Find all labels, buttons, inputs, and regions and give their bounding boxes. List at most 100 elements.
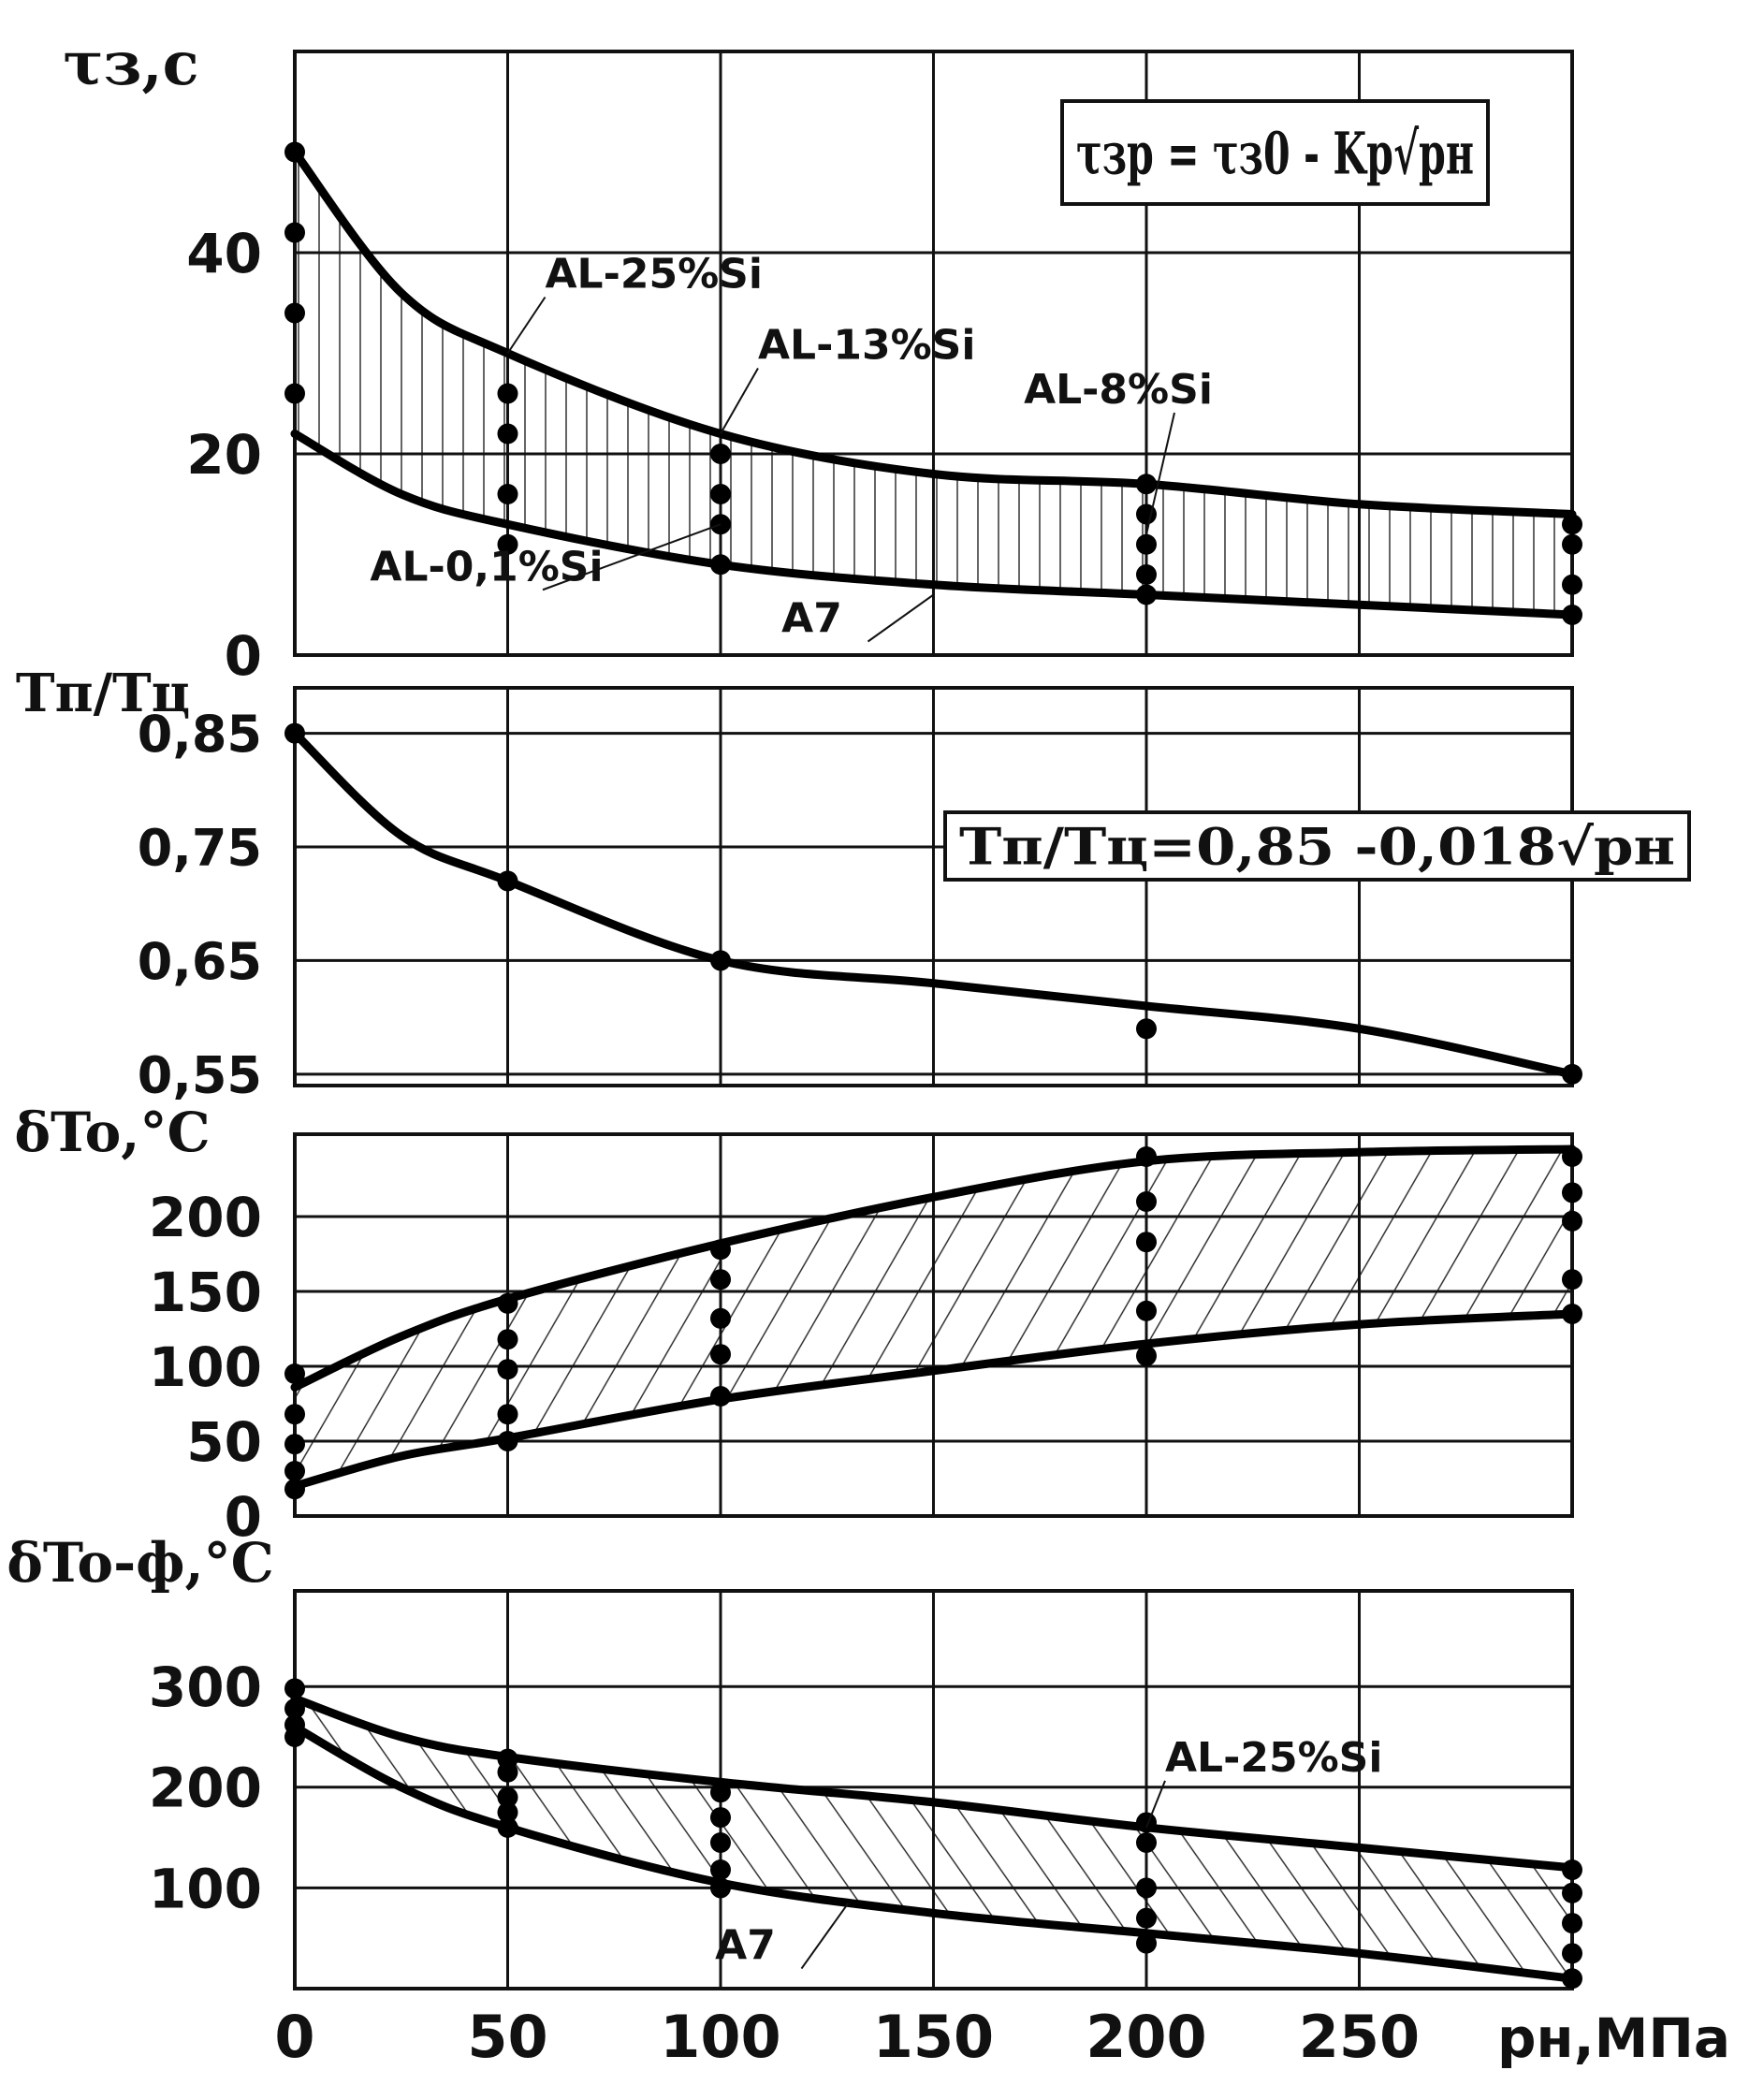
y-tick-label: 50 — [186, 1410, 262, 1474]
data-point — [1562, 514, 1582, 535]
data-point — [1136, 1018, 1157, 1040]
annotation-leader — [542, 523, 722, 591]
formula-text: τзр = τз0 - Kр√pн — [1076, 119, 1474, 187]
data-point — [1136, 1907, 1157, 1929]
data-point — [497, 484, 518, 504]
data-point — [497, 870, 518, 892]
series-curve-1 — [290, 148, 1577, 518]
data-point — [1562, 574, 1582, 595]
data-point — [284, 1461, 305, 1481]
x-axis-label: pн,МПа — [1497, 2006, 1730, 2070]
y-tick-label: 0 — [225, 624, 262, 688]
data-point — [1136, 1831, 1157, 1853]
data-point — [497, 423, 518, 445]
data-point — [284, 1434, 305, 1455]
panel-3: 0 50 100 150 200 δTo,°C — [14, 1101, 1582, 1549]
data-point — [284, 1727, 305, 1748]
series-curve-1 — [290, 729, 1577, 1079]
annotation-label: A7 — [715, 1922, 776, 1970]
x-tick-label: 100 — [660, 2003, 780, 2071]
x-tick-label: 150 — [873, 2003, 994, 2071]
data-point — [284, 1363, 305, 1384]
data-point — [710, 1831, 731, 1853]
data-point — [710, 1807, 731, 1829]
data-point — [1562, 1859, 1582, 1881]
data-point — [497, 1292, 518, 1314]
data-point — [284, 1698, 305, 1719]
plot-frame — [293, 50, 1574, 657]
y-tick-label: 0,75 — [138, 818, 262, 877]
plot-frame — [293, 1132, 1574, 1518]
data-point — [284, 222, 305, 243]
data-point — [710, 1877, 731, 1899]
y-tick-label: 0,65 — [138, 932, 262, 991]
hatched-band — [295, 152, 1572, 615]
annotation-leader — [800, 1902, 850, 1970]
x-tick-label: 0 — [274, 2003, 314, 2071]
annotation-leader — [867, 593, 935, 643]
data-point — [284, 1479, 305, 1500]
y-tick-label: 100 — [149, 1335, 262, 1399]
y-tick-label: 200 — [149, 1757, 262, 1820]
y-tick-label: 200 — [149, 1186, 262, 1249]
y-tick-label: 40 — [186, 222, 262, 285]
data-point — [710, 444, 731, 464]
y-axis-label: δTo,°C — [14, 1101, 210, 1164]
data-point — [1562, 1943, 1582, 1964]
data-point — [497, 1431, 518, 1451]
formula-text: Tп/Tц=0,85 -0,018√pн — [959, 816, 1675, 876]
data-point — [497, 383, 518, 404]
data-point — [1562, 1063, 1582, 1085]
x-tick-label: 250 — [1299, 2003, 1420, 2071]
data-point — [1562, 1968, 1582, 1990]
x-tick-label: 200 — [1086, 2003, 1206, 2071]
y-axis-label: τз,с — [63, 29, 198, 99]
plot-frame — [293, 686, 1574, 1087]
data-point — [710, 1386, 731, 1407]
data-point — [497, 1329, 518, 1350]
data-point — [710, 1859, 731, 1881]
panel-1: 0 20 40 τз,с τзр = τз0 - Kр√pн AL-25%Si AL-13%… — [63, 29, 1582, 688]
annotation-label: AL-8%Si — [1024, 366, 1213, 414]
data-point — [710, 1269, 731, 1290]
y-tick-label: 300 — [149, 1655, 262, 1719]
x-tick-label: 50 — [467, 2003, 547, 2071]
data-point — [1136, 1300, 1157, 1321]
annotation-leader — [1145, 412, 1175, 535]
series-curve-1 — [290, 1694, 1577, 1873]
annotation-label: A7 — [781, 595, 842, 643]
data-point — [1136, 1232, 1157, 1253]
y-axis-label: δTo-ф,°C — [7, 1531, 274, 1595]
data-point — [1562, 1210, 1582, 1232]
series-curve-2 — [290, 430, 1577, 620]
series-curve-1 — [290, 1145, 1577, 1392]
data-point — [1562, 1182, 1582, 1203]
plots: 0 20 40 τз,с τзр = τз0 - Kр√pн AL-25%Si AL-13%… — [7, 29, 1730, 2071]
data-point — [284, 302, 305, 324]
y-tick-label: 0,55 — [138, 1045, 262, 1104]
y-tick-label: 150 — [149, 1261, 262, 1324]
series-curve-2 — [290, 1309, 1577, 1491]
data-point — [284, 383, 305, 404]
data-point — [1562, 1304, 1582, 1324]
data-point — [497, 1359, 518, 1380]
data-point — [1136, 1932, 1157, 1954]
y-tick-label: 20 — [186, 423, 262, 487]
formula-box — [1060, 99, 1490, 206]
data-point — [1136, 584, 1157, 605]
annotation-label: AL-0,1%Si — [370, 543, 603, 591]
data-point — [1562, 1269, 1582, 1290]
data-point — [1562, 1882, 1582, 1903]
annotation-leader — [506, 296, 547, 355]
data-point — [284, 722, 305, 744]
data-point — [710, 950, 731, 971]
data-point — [1136, 1877, 1157, 1899]
data-point — [497, 1816, 518, 1838]
data-point — [497, 1404, 518, 1425]
annotation-leader — [1145, 1780, 1166, 1829]
annotation-leader — [720, 368, 759, 434]
y-tick-label: 0,85 — [138, 705, 262, 764]
data-point — [710, 554, 731, 576]
data-point — [1562, 1146, 1582, 1167]
data-point — [1562, 605, 1582, 625]
